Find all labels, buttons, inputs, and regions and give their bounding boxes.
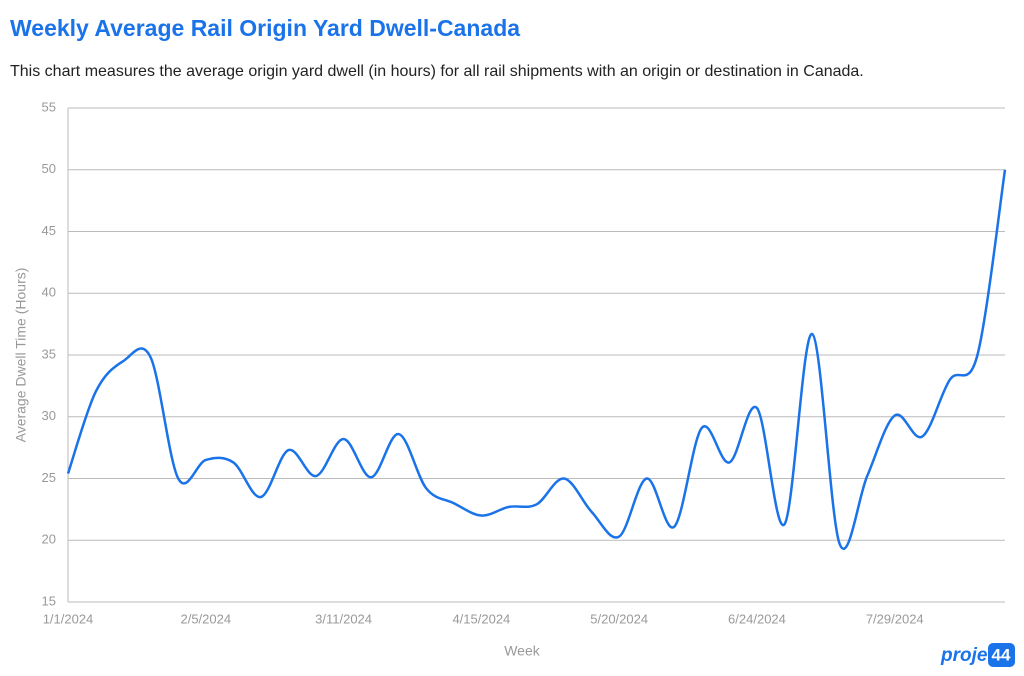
y-tick-label: 15 [42,593,56,608]
logo-badge [988,643,1015,667]
x-tick-label: 6/24/2024 [728,611,786,626]
x-tick-label: 5/20/2024 [590,611,648,626]
y-tick-label: 25 [42,470,56,485]
chart-title: Weekly Average Rail Origin Yard Dwell-Ca… [10,15,520,41]
chart-subtitle: This chart measures the average origin y… [10,63,864,80]
x-tick-label: 4/15/2024 [452,611,510,626]
x-tick-label: 1/1/2024 [43,611,94,626]
x-tick-label: 3/11/2024 [315,611,372,626]
y-tick-label: 40 [42,285,56,300]
y-tick-label: 50 [42,161,56,176]
logo-badge-text: 44 [992,645,1011,664]
y-tick-label: 20 [42,532,56,547]
y-tick-label: 55 [42,99,56,114]
y-axis-label: Average Dwell Time (Hours) [13,268,29,443]
y-tick-label: 30 [42,408,56,423]
x-axis-label: Week [504,643,541,659]
y-tick-label: 35 [42,346,56,361]
x-tick-label: 2/5/2024 [180,611,231,626]
data-line [66,169,1007,550]
x-tick-label: 7/29/2024 [866,611,924,626]
y-tick-label: 45 [42,223,56,238]
